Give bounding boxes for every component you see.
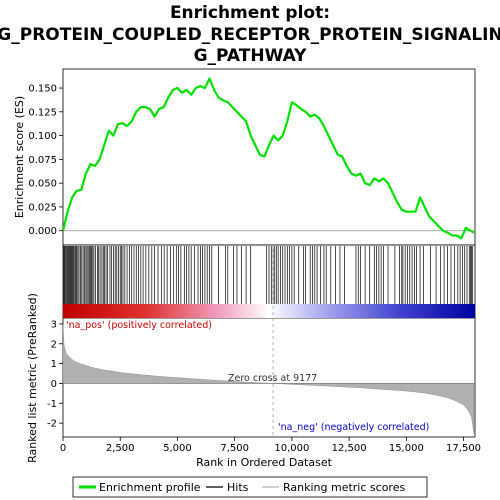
es-y-tick-label: 0.025 <box>28 202 57 213</box>
ranking-color-bar <box>63 304 475 318</box>
es-y-axis-label: Enrichment score (ES) <box>13 96 26 218</box>
es-y-tick-label: 0.050 <box>28 179 57 190</box>
es-y-tick-label: 0.125 <box>28 107 57 118</box>
legend-hits-label: Hits <box>227 481 249 494</box>
legend-metric-label: Ranking metric scores <box>283 481 405 494</box>
metric-y-tick-label: -2 <box>47 419 57 430</box>
neg-correlated-label: 'na_neg' (negatively correlated) <box>278 422 429 433</box>
x-axis-label: Rank in Ordered Dataset <box>196 456 333 469</box>
legend-box <box>72 476 428 498</box>
x-tick-label: 2,500 <box>106 443 135 454</box>
x-tick-label: 0 <box>60 443 66 454</box>
enrichment-profile-line <box>63 77 475 240</box>
x-tick-label: 10,000 <box>274 443 309 454</box>
metric-y-tick-label: 2 <box>51 339 57 350</box>
x-tick-label: 12,500 <box>332 443 367 454</box>
metric-y-tick-label: 1 <box>51 359 57 370</box>
es-y-tick-label: 0.150 <box>28 84 57 95</box>
chart-title-line-3: G_PATHWAY <box>194 46 308 66</box>
metric-y-tick-label: 0 <box>51 379 57 390</box>
x-tick-label: 5,000 <box>163 443 192 454</box>
x-tick-label: 7,500 <box>220 443 249 454</box>
chart-title-line-1: Enrichment plot: <box>170 3 330 23</box>
metric-y-tick-label: -1 <box>47 399 57 410</box>
x-tick-label: 15,000 <box>389 443 424 454</box>
metric-y-axis-label: Ranked list metric (PreRanked) <box>26 293 39 463</box>
enrichment-panel-frame <box>62 68 476 246</box>
pos-correlated-label: 'na_pos' (positively correlated) <box>66 320 212 331</box>
es-y-tick-label: 0.000 <box>28 226 57 237</box>
es-y-tick-label: 0.100 <box>28 131 57 142</box>
metric-y-tick-label: 3 <box>51 319 57 330</box>
zero-cross-label: Zero cross at 9177 <box>228 373 317 384</box>
legend-enrichment-label: Enrichment profile <box>99 481 201 494</box>
chart-title-line-2: G_PROTEIN_COUPLED_RECEPTOR_PROTEIN_SIGNA… <box>0 25 500 45</box>
es-y-tick-label: 0.075 <box>28 155 57 166</box>
x-tick-label: 17,500 <box>446 443 481 454</box>
